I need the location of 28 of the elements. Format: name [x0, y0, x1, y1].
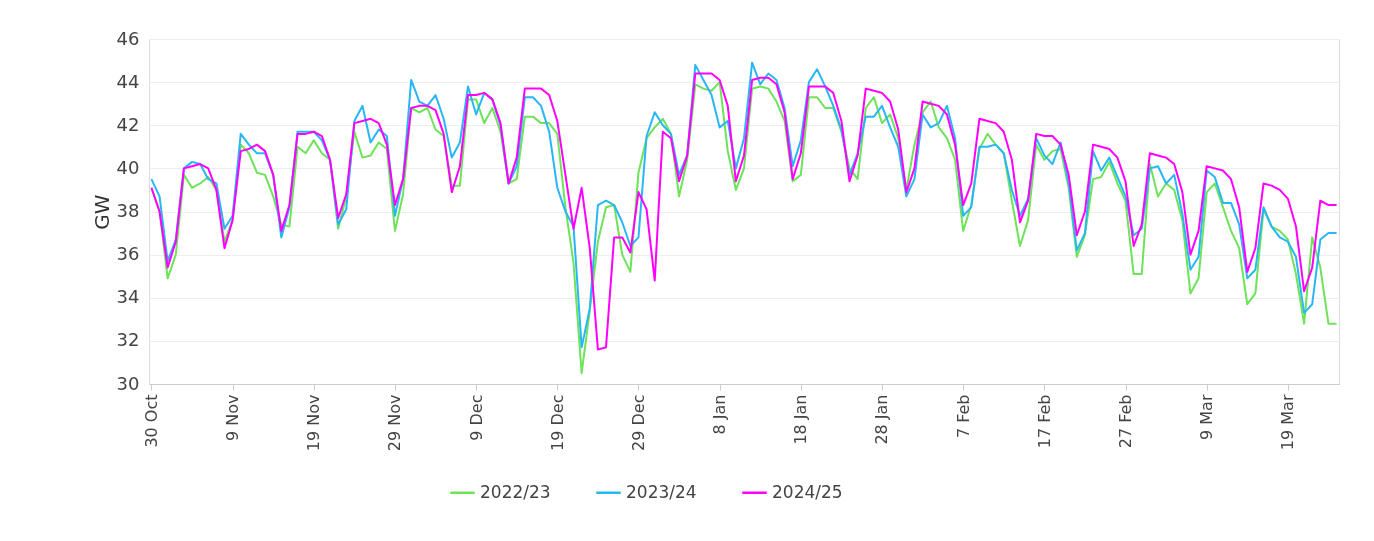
x-tick-label: 19 Mar: [1278, 394, 1298, 451]
y-tick-label: 42: [116, 113, 140, 135]
y-tick-label: 36: [116, 243, 140, 265]
y-tick-label: 40: [116, 156, 140, 178]
x-tick-label: 19 Dec: [547, 394, 567, 451]
x-tick-label: 27 Feb: [1116, 394, 1136, 449]
x-tick-label: 8 Jan: [710, 394, 730, 435]
x-tick-label: 9 Mar: [1197, 394, 1217, 440]
x-tick-label: 7 Feb: [953, 394, 973, 439]
y-tick-label: 38: [116, 200, 140, 221]
x-tick-label: 9 Nov: [223, 394, 243, 441]
x-tick-label: 17 Feb: [1034, 394, 1054, 449]
y-tick-label: 30: [116, 372, 140, 394]
y-tick-label: 34: [116, 286, 140, 308]
y-axis-title: GW: [89, 194, 114, 230]
x-tick-label: 29 Nov: [385, 394, 405, 452]
x-tick-label: 28 Jan: [872, 394, 892, 445]
x-tick-label: 29 Dec: [628, 394, 648, 451]
x-tick-label: 9 Dec: [466, 394, 486, 441]
x-tick-label: 18 Jan: [791, 394, 811, 445]
x-tick-label: 30 Oct: [141, 394, 161, 448]
x-tick-label: 19 Nov: [304, 394, 324, 452]
legend-label: 2023/24: [626, 481, 697, 502]
y-tick-label: 32: [116, 329, 140, 351]
y-tick-label: 44: [116, 70, 140, 92]
y-tick-label: 46: [116, 27, 140, 49]
legend-label: 2022/23: [480, 481, 551, 502]
legend-label: 2024/25: [772, 481, 843, 502]
